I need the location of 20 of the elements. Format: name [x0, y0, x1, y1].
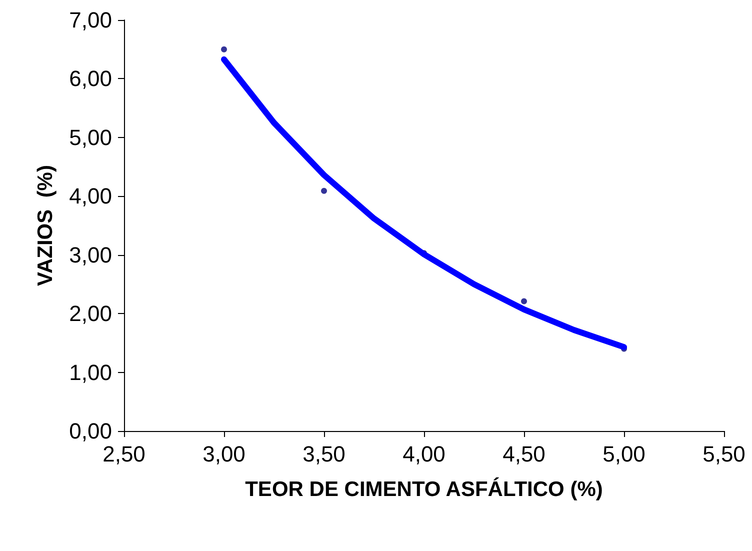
point [221, 46, 227, 52]
y-tick-label: 0,00 [69, 418, 112, 444]
y-tick-label: 6,00 [69, 66, 112, 92]
y-tick-label: 4,00 [69, 184, 112, 209]
x-tick-label: 4,50 [502, 442, 546, 466]
y-tick-label: 5,00 [69, 124, 112, 150]
x-tick-label: 2,50 [102, 442, 146, 466]
x-tick-label: 4,00 [402, 442, 446, 466]
point [521, 298, 527, 304]
point [321, 188, 327, 194]
y-tick-label: 7,00 [69, 8, 112, 32]
y-tick-label: 2,00 [69, 301, 112, 326]
y-tick-label: 3,00 [69, 242, 112, 268]
y-axis-title: VAZIOS (%) [34, 165, 57, 286]
x-axis-title: TEOR DE CIMENTO ASFÁLTICO (%) [245, 477, 603, 501]
x-tick-label: 5,50 [702, 442, 746, 466]
x-tick-label: 3,50 [302, 442, 346, 466]
y-tick-label: 1,00 [69, 360, 112, 385]
x-tick-label: 3,00 [202, 442, 246, 466]
x-tick-label: 5,00 [602, 442, 646, 466]
